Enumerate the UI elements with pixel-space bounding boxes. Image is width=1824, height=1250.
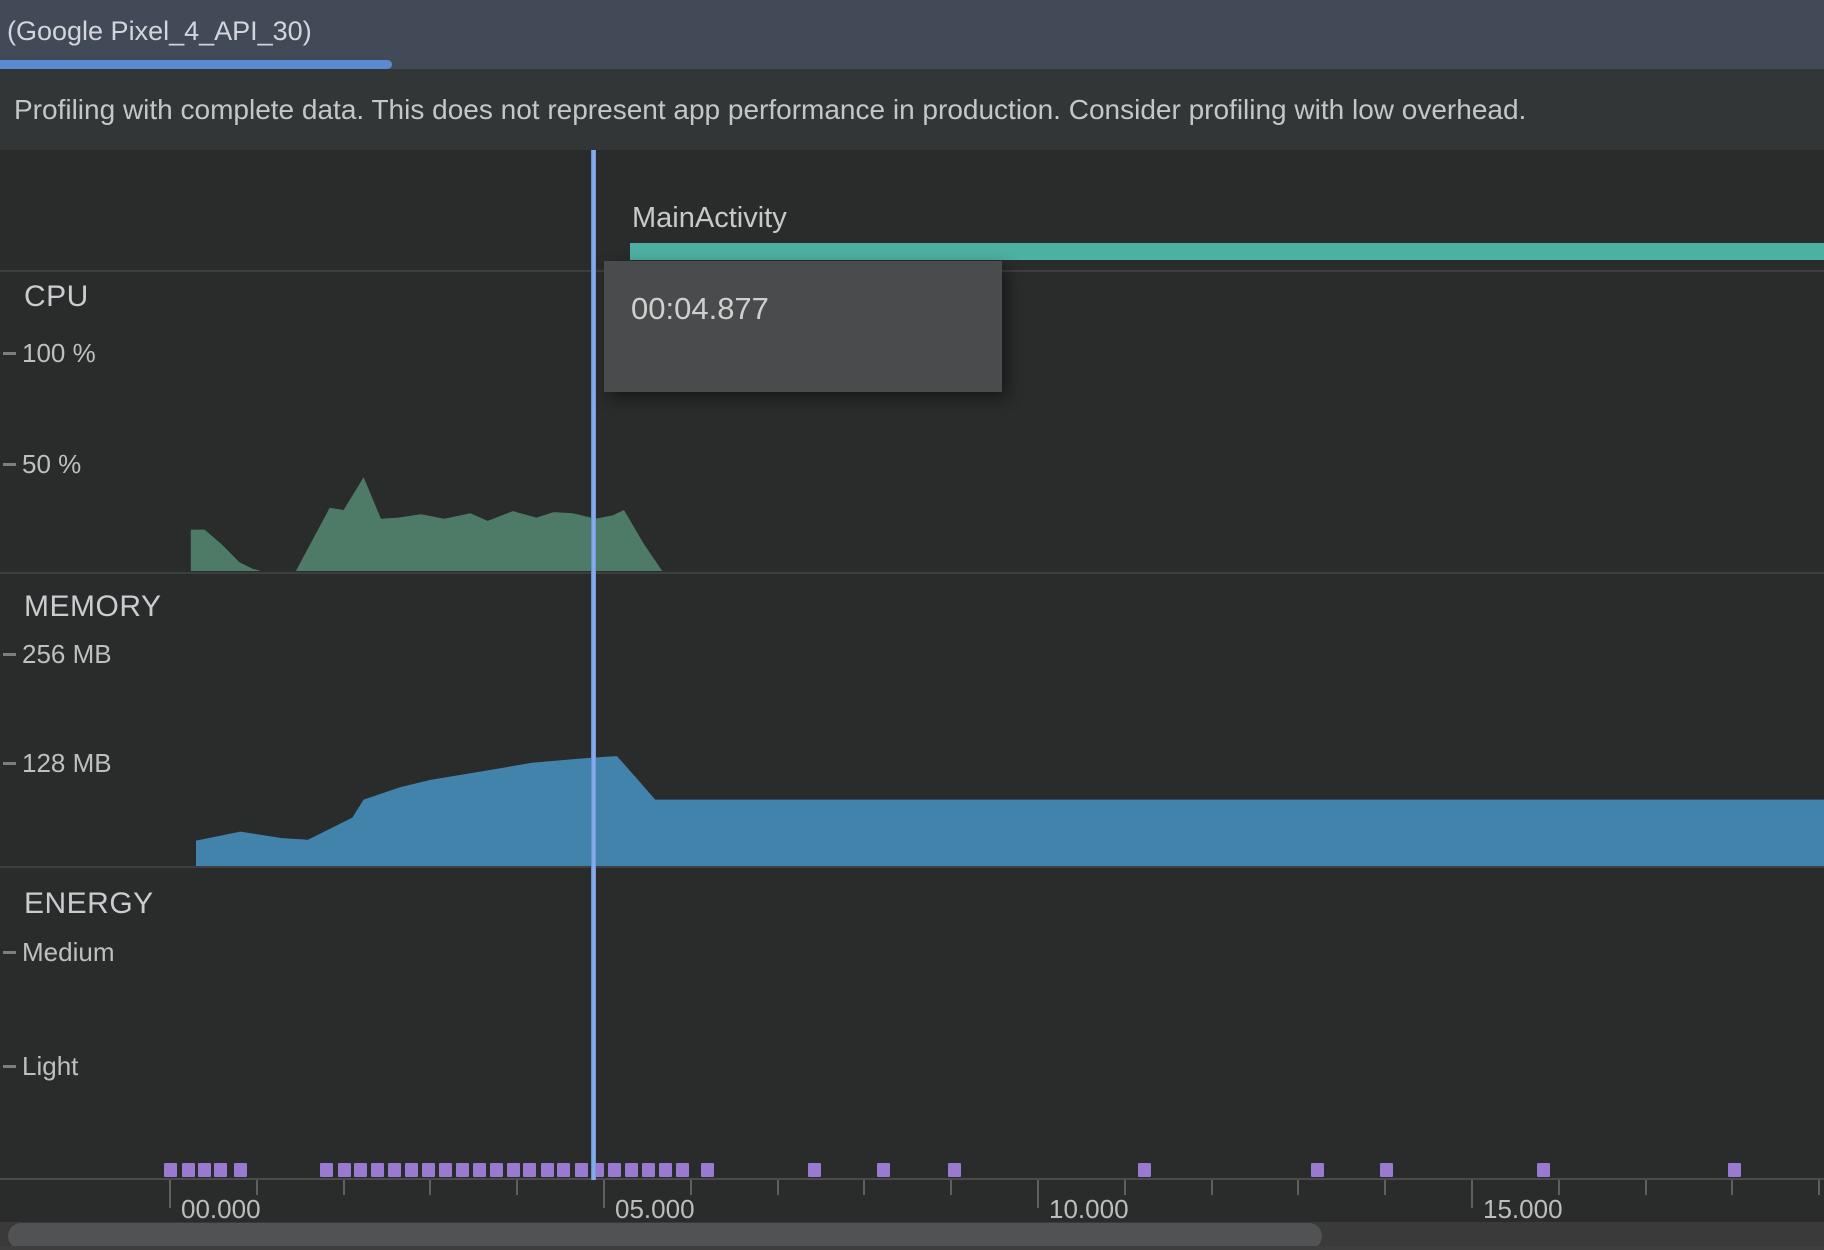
time-axis-tick: [603, 1180, 605, 1208]
memory-section-title: MEMORY: [24, 590, 162, 623]
energy-axis-medium-label: Medium: [22, 937, 115, 967]
system-event-marker[interactable]: [624, 1163, 638, 1177]
cpu-axis-50-label: 50 %: [22, 449, 82, 479]
system-event-marker[interactable]: [608, 1163, 622, 1177]
profiler-timeline[interactable]: MainActivity CPU 100 % 50 % MEMORY 256 M…: [0, 150, 1824, 1250]
system-event-marker[interactable]: [1310, 1163, 1324, 1177]
horizontal-scrollbar-thumb[interactable]: [8, 1223, 1322, 1249]
system-event-marker[interactable]: [455, 1163, 469, 1177]
energy-section-title: ENERGY: [24, 887, 154, 920]
time-axis-label: 00.000: [181, 1194, 261, 1224]
energy-axis-light-label: Light: [22, 1051, 79, 1081]
system-event-marker[interactable]: [1380, 1163, 1394, 1177]
time-tooltip-label: 00:04.877: [631, 291, 769, 326]
time-tooltip: 00:04.877: [604, 261, 1002, 392]
time-axis-tick: [1384, 1180, 1387, 1195]
system-event-marker[interactable]: [182, 1163, 196, 1177]
time-axis-label: 10.000: [1049, 1194, 1129, 1224]
axis-tick-dash: [3, 762, 16, 765]
activity-name-label: MainActivity: [632, 202, 787, 234]
system-event-marker[interactable]: [1728, 1163, 1742, 1177]
time-axis-tick: [342, 1180, 345, 1195]
system-event-marker[interactable]: [354, 1163, 368, 1177]
window-bottom-edge: [0, 1246, 1824, 1250]
playhead-line[interactable]: [591, 150, 597, 1180]
system-event-marker[interactable]: [320, 1163, 334, 1177]
system-event-marker[interactable]: [387, 1163, 401, 1177]
activity-lifecycle-bar[interactable]: [630, 243, 1824, 260]
time-axis-tick: [1210, 1180, 1213, 1195]
system-event-marker[interactable]: [676, 1163, 690, 1177]
axis-tick-dash: [3, 653, 16, 656]
section-divider: [0, 572, 1824, 574]
axis-tick-dash: [3, 463, 16, 466]
axis-tick-dash: [3, 352, 16, 355]
system-event-marker[interactable]: [523, 1163, 537, 1177]
time-axis-label: 05.000: [615, 1194, 695, 1224]
time-axis-tick: [1037, 1180, 1039, 1208]
system-event-marker[interactable]: [1137, 1163, 1151, 1177]
system-event-marker[interactable]: [371, 1163, 385, 1177]
system-event-marker[interactable]: [540, 1163, 554, 1177]
axis-tick-dash: [3, 951, 16, 954]
section-divider: [0, 866, 1824, 868]
system-event-marker[interactable]: [421, 1163, 435, 1177]
system-event-marker[interactable]: [164, 1163, 177, 1177]
system-event-marker[interactable]: [489, 1163, 503, 1177]
system-event-marker[interactable]: [405, 1163, 419, 1177]
time-axis-tick: [776, 1180, 779, 1195]
time-axis-tick: [1644, 1180, 1647, 1195]
memory-usage-area[interactable]: [196, 756, 1824, 866]
system-event-marker[interactable]: [506, 1163, 520, 1177]
system-event-marker[interactable]: [214, 1163, 228, 1177]
profiling-warning-banner: Profiling with complete data. This does …: [0, 69, 1824, 150]
axis-tick-dash: [3, 1065, 16, 1068]
time-axis-tick: [169, 1180, 171, 1208]
time-axis-line: [0, 1178, 1824, 1180]
time-axis-tick: [255, 1180, 258, 1195]
system-event-marker[interactable]: [473, 1163, 486, 1177]
system-event-marker[interactable]: [234, 1163, 248, 1177]
time-axis-tick: [863, 1180, 866, 1195]
time-axis-tick: [1297, 1180, 1300, 1195]
session-tab[interactable]: (Google Pixel_4_API_30): [0, 0, 392, 69]
memory-axis-128-label: 128 MB: [22, 748, 112, 778]
system-event-marker[interactable]: [439, 1163, 453, 1177]
time-axis-tick: [1471, 1180, 1473, 1208]
system-event-marker[interactable]: [197, 1163, 211, 1177]
time-axis-tick: [1557, 1180, 1560, 1195]
time-axis-tick: [1123, 1180, 1126, 1195]
cpu-section-title: CPU: [24, 280, 89, 313]
system-event-marker[interactable]: [808, 1163, 822, 1177]
tab-strip: (Google Pixel_4_API_30): [0, 0, 1824, 69]
time-axis-tick: [1818, 1180, 1821, 1195]
time-axis-label: 15.000: [1483, 1194, 1563, 1224]
system-event-marker[interactable]: [557, 1163, 571, 1177]
time-axis-tick: [689, 1180, 692, 1195]
cpu-usage-area[interactable]: [190, 477, 663, 571]
profiling-warning-text: Profiling with complete data. This does …: [14, 93, 1527, 125]
memory-axis-256-label: 256 MB: [22, 639, 112, 669]
system-event-marker[interactable]: [642, 1163, 656, 1177]
system-event-marker[interactable]: [1537, 1163, 1551, 1177]
time-axis-tick: [516, 1180, 519, 1195]
system-event-marker[interactable]: [947, 1163, 961, 1177]
usage-charts: [190, 477, 1824, 866]
system-event-marker[interactable]: [658, 1163, 672, 1177]
session-tab-label: (Google Pixel_4_API_30): [7, 16, 312, 46]
system-event-marker[interactable]: [876, 1163, 890, 1177]
system-event-marker[interactable]: [337, 1163, 351, 1177]
cpu-axis-100-label: 100 %: [22, 338, 96, 368]
session-tab-active-underline: [0, 60, 392, 69]
time-axis-tick: [429, 1180, 432, 1195]
system-event-marker[interactable]: [701, 1163, 715, 1177]
time-axis-tick: [1731, 1180, 1734, 1195]
time-axis-tick: [950, 1180, 953, 1195]
system-event-marker[interactable]: [574, 1163, 588, 1177]
